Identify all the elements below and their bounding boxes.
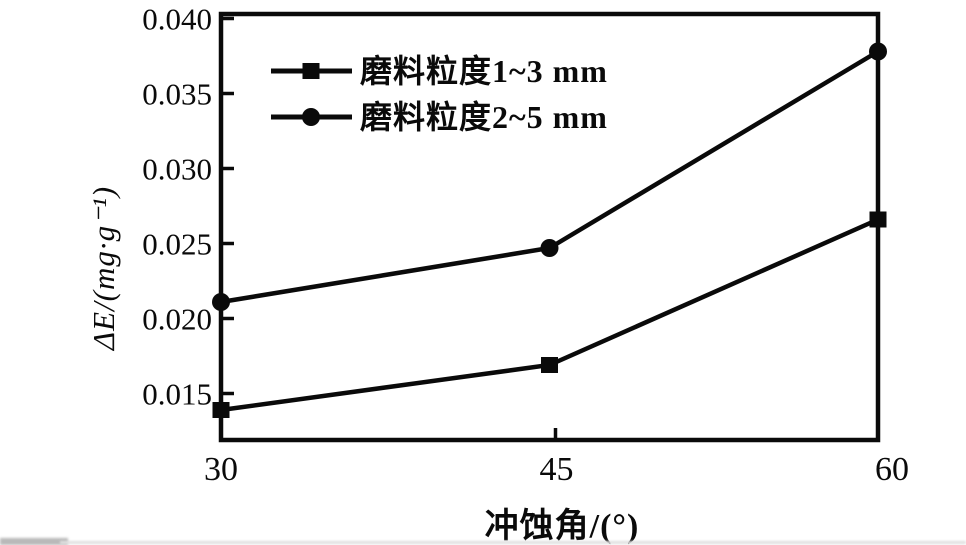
legend-marker-square [302,63,320,79]
legend-label: 磨料粒度2~5 mm [360,99,608,135]
data-point-circle [212,293,230,311]
data-point-square [869,211,887,228]
data-point-square [212,402,230,418]
x-axis-title: 冲蚀角/(°) [484,508,640,545]
x-tick-label: 30 [204,451,238,488]
y-axis-title: ΔE/(mg·g⁻¹) [86,185,121,351]
y-tick-label: 0.035 [142,77,212,112]
legend-label: 磨料粒度1~3 mm [360,53,608,89]
data-point-circle [540,239,559,257]
y-tick-label: 0.040 [142,2,212,37]
x-tick-label: 45 [540,451,574,488]
y-tick-label: 0.030 [142,152,212,187]
data-point-square [541,357,558,373]
y-tick-label: 0.020 [142,302,212,337]
x-tick-label: 60 [875,451,909,488]
data-point-circle [869,42,887,61]
y-tick-label: 0.015 [142,377,212,412]
y-tick-label: 0.025 [142,227,212,262]
legend-marker-circle [302,108,320,126]
